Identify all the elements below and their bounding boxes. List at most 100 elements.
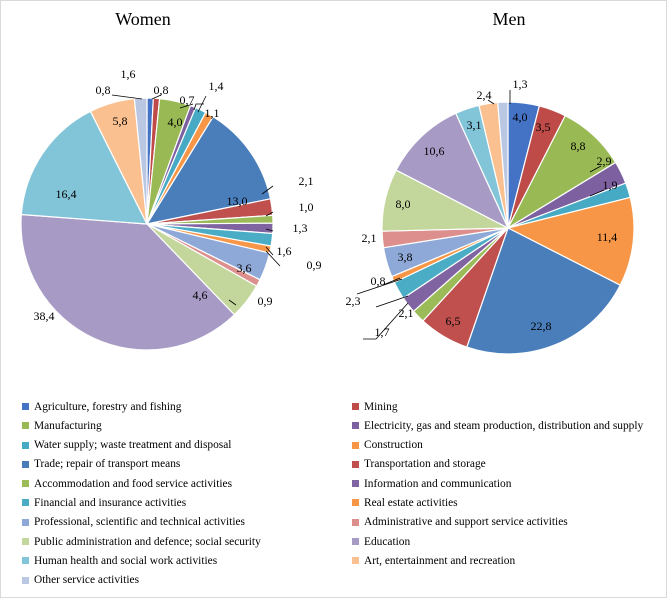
men-slice-18	[497, 101, 509, 229]
legend-label: Mining	[364, 400, 398, 413]
legend-item: Professional, scientific and technical a…	[22, 515, 352, 530]
legend-label: Trade; repair of transport means	[34, 458, 181, 471]
women-data-label-12: 3,6	[237, 261, 252, 275]
legend: Agriculture, forestry and fishing Mining M…	[22, 399, 662, 588]
legend-item: Other service activities	[22, 573, 352, 588]
legend-label: Human health and social work activities	[34, 554, 218, 567]
legend-item: Construction	[352, 438, 662, 453]
legend-label: Public administration and defence; socia…	[34, 535, 261, 548]
legend-item: Mining	[352, 399, 662, 414]
women-data-label-14: 4,6	[193, 288, 208, 302]
legend-label: Accommodation and food service activitie…	[34, 477, 233, 490]
men-data-label-2: 8,8	[571, 139, 586, 153]
legend-label: Education	[364, 535, 411, 548]
women-pie: 0,8 0,84,00,71,41,113,02,11,01,31,60,93,6…	[20, 67, 322, 351]
women-slice-6	[145, 115, 272, 225]
women-slice-16	[20, 110, 149, 225]
legend-item: Art, entertainment and recreation	[352, 553, 662, 568]
legend-swatch	[352, 480, 359, 488]
women-leader-line-7	[265, 228, 274, 232]
legend-label: Water supply; waste treatment and dispos…	[34, 439, 232, 452]
women-leader-line-5	[261, 185, 274, 195]
legend-item: Water supply; waste treatment and dispos…	[22, 438, 352, 453]
legend-label: Electricity, gas and steam production, d…	[364, 419, 644, 432]
legend-swatch	[352, 499, 359, 507]
men-data-label-9: 2,1	[399, 306, 414, 320]
women-data-label-6: 13,0	[227, 194, 248, 208]
men-slice-5	[506, 196, 635, 287]
legend-item: Accommodation and food service activitie…	[22, 476, 352, 491]
men-data-label-5: 11,4	[597, 230, 618, 244]
legend-swatch	[22, 576, 29, 584]
women-data-label-18: 1,6	[121, 67, 136, 81]
women-data-label-0: 0,8	[96, 83, 111, 97]
men-data-label-7: 6,5	[446, 314, 461, 328]
legend-swatch	[22, 480, 29, 488]
women-leader-line-1	[151, 94, 162, 100]
men-data-label-18: 1,3	[513, 77, 528, 91]
men-data-label-6: 22,8	[531, 319, 552, 333]
legend-label: Information and communication	[364, 477, 512, 490]
women-data-label-13: 0,9	[258, 294, 273, 308]
legend-swatch	[352, 518, 359, 526]
women-data-label-4: 1,4	[209, 79, 224, 93]
men-data-label-13: 2,1	[362, 231, 377, 245]
women-leader-line-10	[228, 299, 237, 306]
legend-swatch	[352, 460, 359, 468]
women-leader-line-9	[265, 250, 281, 267]
women-data-label-1: 0,8	[154, 83, 169, 97]
women-chart-title: Women	[115, 9, 171, 29]
legend-label: Transportation and storage	[364, 458, 486, 471]
women-data-label-17: 5,8	[113, 114, 128, 128]
women-data-label-15: 38,4	[34, 309, 55, 323]
legend-item: Electricity, gas and steam production, d…	[352, 418, 662, 433]
legend-item: Information and communication	[352, 476, 662, 491]
legend-item: Public administration and defence; socia…	[22, 534, 352, 549]
legend-item: Manufacturing	[22, 418, 352, 433]
men-leader-line-2	[589, 189, 605, 197]
men-data-label-1: 3,5	[536, 120, 551, 134]
legend-swatch	[22, 403, 29, 410]
men-data-label-15: 10,6	[424, 144, 445, 158]
legend-label: Manufacturing	[34, 419, 102, 432]
men-data-label-4: 1,9	[603, 178, 618, 192]
women-slice-15	[20, 213, 236, 351]
legend-label: Agriculture, forestry and fishing	[34, 400, 182, 413]
legend-swatch	[22, 499, 29, 507]
women-leader-line-4	[197, 95, 207, 113]
women-data-label-8: 1,0	[299, 200, 314, 214]
legend-swatch	[22, 557, 29, 565]
men-slice-6	[466, 227, 622, 355]
legend-swatch	[352, 403, 359, 410]
men-leader-line-7	[487, 99, 495, 105]
men-leader-line-3	[363, 302, 409, 340]
legend-swatch	[352, 557, 359, 565]
women-data-label-5: 1,1	[205, 106, 220, 120]
women-data-label-7: 2,1	[299, 174, 314, 188]
men-data-label-16: 3,1	[467, 118, 482, 132]
women-leader-line-0	[111, 94, 143, 100]
legend-label: Other service activities	[34, 574, 140, 587]
men-data-label-8: 1,7	[375, 325, 390, 339]
legend-swatch	[22, 538, 29, 546]
legend-swatch	[352, 441, 359, 449]
women-leader-line-3	[193, 103, 204, 111]
legend-item: Administrative and support service activ…	[352, 515, 662, 530]
men-slice-15	[395, 112, 510, 230]
women-data-label-3: 0,7	[180, 93, 195, 107]
legend-label: Financial and insurance activities	[34, 496, 187, 509]
legend-swatch	[22, 441, 29, 449]
men-leader-line-6	[382, 277, 401, 286]
legend-label: Administrative and support service activ…	[364, 516, 568, 529]
legend-item: Human health and social work activities	[22, 553, 352, 568]
men-data-label-10: 2,3	[346, 294, 361, 308]
women-data-label-9: 1,3	[293, 221, 308, 235]
legend-swatch	[352, 538, 359, 546]
men-chart-title: Men	[493, 9, 526, 29]
men-leader-line-5	[356, 278, 403, 295]
legend-label: Real estate activities	[364, 496, 458, 509]
men-leader-line-4	[375, 295, 409, 308]
women-data-label-16: 16,4	[56, 187, 77, 201]
legend-swatch	[22, 460, 29, 468]
women-leader-line-8	[265, 246, 274, 256]
